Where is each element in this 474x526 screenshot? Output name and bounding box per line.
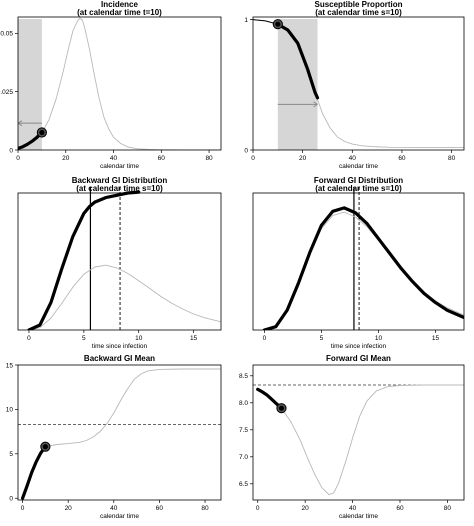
x-axis-label: calendar time xyxy=(339,163,378,170)
highlight-point-inner xyxy=(275,21,281,27)
x-tick-label: 60 xyxy=(158,155,166,162)
y-tick-label: 8.0 xyxy=(239,400,248,407)
x-tick-label: 60 xyxy=(156,505,164,512)
y-tick-label: 6.5 xyxy=(239,481,248,488)
y-tick-label: 7.5 xyxy=(239,427,248,434)
plot-frame xyxy=(17,16,222,151)
series-line-grey-thin xyxy=(257,384,464,496)
x-tick-label: 40 xyxy=(110,155,118,162)
chart-title: Incidence xyxy=(101,0,138,9)
series-line-grey-thin xyxy=(18,17,221,150)
y-tick-label: 0 xyxy=(244,147,248,154)
x-tick-label: 0 xyxy=(251,155,255,162)
series-line-black-thick xyxy=(21,445,47,500)
x-axis-label: time since infection xyxy=(331,343,387,350)
chart-panel-6: Forward GI Mean 0 20 40 60 80 calendar time 6.5… xyxy=(239,354,465,520)
chart-title: Susceptible Proportion xyxy=(314,0,402,9)
chart-title: Forward GI Distribution xyxy=(314,176,403,185)
y-tick-label: 8.5 xyxy=(239,373,248,380)
x-tick-label: 0 xyxy=(263,335,267,342)
y-tick-label: 10 xyxy=(6,407,14,414)
x-tick-label: 0 xyxy=(256,505,260,512)
chart-subtitle: (at calendar time t=10) xyxy=(77,8,162,17)
shaded-window xyxy=(18,18,42,151)
window-arrow-head xyxy=(313,101,318,108)
x-tick-label: 20 xyxy=(62,155,70,162)
x-tick-label: 20 xyxy=(65,505,73,512)
chart-title: Backward GI Distribution xyxy=(72,176,168,185)
x-tick-label: 0 xyxy=(21,505,25,512)
x-axis-label: calendar time xyxy=(100,163,139,170)
chart-panel-2: Susceptible Proportion(at calendar time … xyxy=(244,0,465,170)
series-line-black-thick xyxy=(262,206,464,330)
highlight-point-inner xyxy=(39,129,45,136)
y-tick-label: 0 xyxy=(9,496,13,503)
plot-frame xyxy=(252,192,465,331)
x-tick-label: 40 xyxy=(349,155,357,162)
chart-title: Forward GI Mean xyxy=(326,354,391,363)
x-axis-label: calendar time xyxy=(339,513,378,520)
x-axis-label: time since infection xyxy=(92,343,148,350)
x-axis-label: calendar time xyxy=(100,513,139,520)
x-tick-label: 10 xyxy=(135,335,143,342)
plot-frame xyxy=(17,364,222,501)
chart-subtitle: (at calendar time s=10) xyxy=(315,8,402,17)
x-tick-label: 20 xyxy=(299,155,307,162)
x-tick-label: 80 xyxy=(444,505,452,512)
x-tick-label: 5 xyxy=(320,335,324,342)
plot-frame xyxy=(252,364,465,501)
x-tick-label: 15 xyxy=(432,335,440,342)
x-tick-label: 0 xyxy=(27,335,31,342)
x-tick-label: 80 xyxy=(448,155,456,162)
chart-panel-4: Forward GI Distribution(at calendar time… xyxy=(252,176,465,350)
x-tick-label: 80 xyxy=(201,505,209,512)
series-line-black-thick xyxy=(27,190,141,330)
y-tick-label: 0.025 xyxy=(0,89,13,96)
x-tick-label: 20 xyxy=(302,505,310,512)
series-line-black-thick xyxy=(256,387,283,410)
window-arrow-head xyxy=(17,120,23,127)
x-tick-label: 80 xyxy=(205,155,213,162)
x-tick-label: 0 xyxy=(16,155,20,162)
y-tick-label: 0.05 xyxy=(0,31,13,38)
x-tick-label: 40 xyxy=(349,505,357,512)
chart-panel-3: Backward GI Distribution(at calendar tim… xyxy=(17,176,222,350)
plot-frame xyxy=(17,192,222,331)
highlight-point-inner xyxy=(278,405,285,411)
y-tick-label: 5 xyxy=(9,451,13,458)
y-tick-label: 1 xyxy=(244,17,248,24)
x-tick-label: 10 xyxy=(375,335,383,342)
x-tick-label: 15 xyxy=(190,335,198,342)
y-tick-label: 15 xyxy=(6,362,14,369)
highlight-point-inner xyxy=(42,444,48,450)
plot-frame xyxy=(252,16,465,151)
x-tick-label: 40 xyxy=(110,505,118,512)
chart-panel-1: Incidence(at calendar time t=10) 0 20 40 60 8… xyxy=(0,0,222,170)
series-line-grey-thin xyxy=(22,368,221,499)
series-line-grey-thin xyxy=(263,211,464,330)
y-tick-label: 7.0 xyxy=(239,454,248,461)
series-line-grey-thin xyxy=(28,264,221,330)
x-tick-label: 5 xyxy=(82,335,86,342)
y-tick-label: 0 xyxy=(9,147,13,154)
chart-title: Backward GI Mean xyxy=(84,354,155,363)
series-line-black-thick xyxy=(276,22,320,100)
series-line-black-thick xyxy=(18,130,44,150)
x-tick-label: 60 xyxy=(396,505,404,512)
x-tick-label: 60 xyxy=(398,155,406,162)
chart-panel-5: Backward GI Mean 0 20 40 60 80 calendar time 0 5… xyxy=(6,354,222,520)
